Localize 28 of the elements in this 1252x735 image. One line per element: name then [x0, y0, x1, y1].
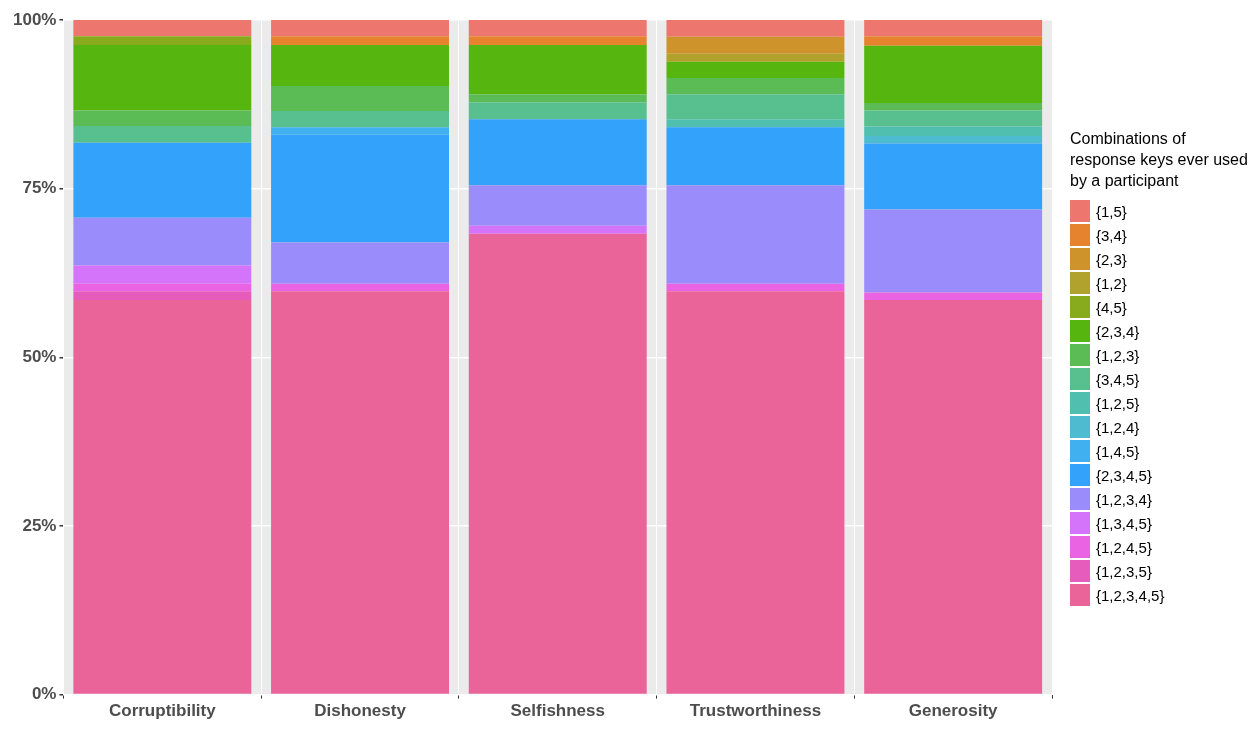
x-tick-label: Corruptibility [108, 701, 217, 721]
legend-label: {1,3,4,5} [1096, 514, 1152, 532]
legend-label: {2,3,4,5} [1096, 466, 1152, 484]
legend-label: {3,4} [1096, 226, 1127, 244]
legend-label: {4,5} [1096, 298, 1127, 316]
legend-label: {2,3,4} [1096, 322, 1140, 340]
x-tick-label: Dishonesty [314, 701, 407, 721]
legend-label: {1,2,3} [1096, 346, 1140, 364]
legend-label: {1,2,4} [1096, 418, 1140, 436]
legend-label: {1,2} [1096, 274, 1127, 292]
legend-label: {1,2,3,5} [1096, 562, 1152, 580]
legend-label: {1,2,3,4,5} [1096, 586, 1165, 604]
y-tick-label: 0% [31, 684, 57, 704]
legend-label: {3,4,5} [1096, 370, 1140, 388]
legend-label: {1,2,3,4} [1096, 490, 1152, 508]
legend-label: {1,4,5} [1096, 442, 1140, 460]
legend-label: {1,2,4,5} [1096, 538, 1152, 556]
legend-label: {1,5} [1096, 202, 1127, 220]
x-tick-label: Trustworthiness [689, 701, 822, 721]
y-tick-label: 100% [13, 9, 57, 29]
y-tick-label: 25% [22, 515, 57, 535]
y-tick-label: 50% [22, 346, 57, 366]
x-tick-label: Generosity [908, 701, 999, 721]
legend-label: {1,2,5} [1096, 394, 1140, 412]
y-tick-label: 75% [22, 178, 57, 198]
legend-label: {2,3} [1096, 250, 1127, 268]
x-tick-label: Selfishness [510, 701, 605, 721]
legend-title: Combinations of response keys ever used by a participant [1070, 129, 1249, 191]
